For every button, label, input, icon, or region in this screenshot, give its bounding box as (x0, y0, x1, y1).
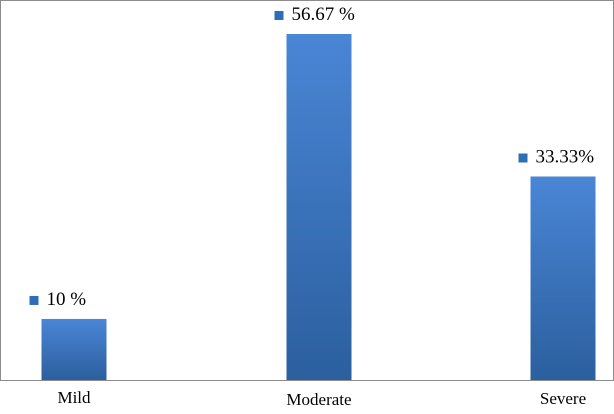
category-labels-layer: Mild Moderate Severe (57, 388, 586, 409)
category-label-mild: Mild (57, 388, 91, 407)
data-label-severe: 33.33% (536, 147, 595, 168)
data-label-marker-mild (29, 295, 39, 305)
bar-mild (41, 318, 107, 380)
data-labels-layer: 10 % 56.67 % 33.33% (29, 4, 595, 310)
bar-moderate (286, 34, 352, 380)
category-label-moderate: Moderate (286, 390, 351, 409)
data-label-marker-moderate (274, 11, 284, 20)
data-label-moderate: 56.67 % (292, 4, 356, 25)
bars-layer (41, 34, 596, 380)
category-label-severe: Severe (540, 389, 586, 408)
data-label-marker-severe (518, 153, 528, 163)
bar-severe (530, 176, 596, 380)
data-label-mild: 10 % (47, 289, 87, 310)
